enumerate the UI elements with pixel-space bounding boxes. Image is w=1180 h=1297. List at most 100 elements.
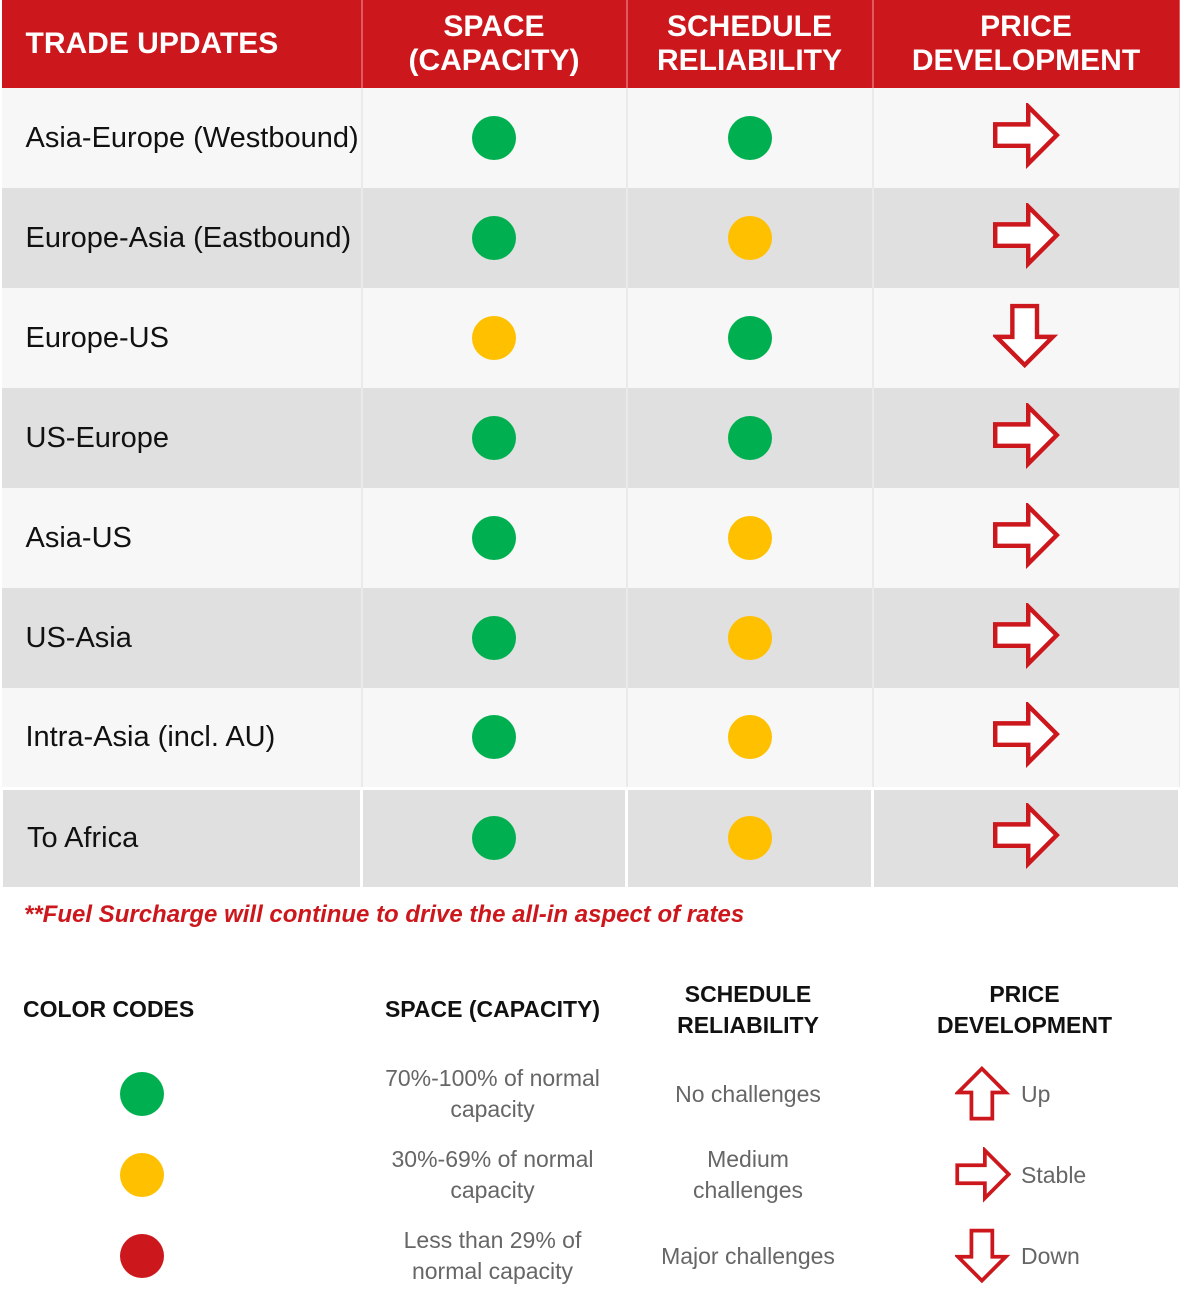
legend-dot-yellow <box>120 1153 164 1197</box>
space-cell <box>361 88 628 188</box>
schedule-status-dot <box>727 316 772 360</box>
schedule-cell <box>626 588 874 688</box>
schedule-status-dot <box>727 216 772 260</box>
schedule-cell <box>625 786 874 890</box>
space-cell <box>361 688 628 788</box>
legend-space-header-cell: SPACE (CAPACITY) <box>360 976 625 1044</box>
table-row: To Africa <box>0 786 1180 890</box>
table-row: Europe-US <box>1 288 1180 388</box>
schedule-status-dot <box>727 616 772 660</box>
legend-price-header: PRICE DEVELOPMENT <box>936 980 1113 1038</box>
legend-space-cell: 30%-69% of normal capacity <box>360 1135 625 1216</box>
legend-price-cell: Stable <box>871 1135 1178 1216</box>
space-cell <box>361 488 628 588</box>
arrow-stable-icon <box>993 500 1060 569</box>
trade-name: Europe-Asia (Eastbound) <box>1 188 363 288</box>
legend-space-text: Less than 29% of normal capacity <box>403 1227 582 1284</box>
legend-dot-cell <box>0 1216 360 1297</box>
schedule-status-dot <box>727 416 772 460</box>
header-price: PRICE DEVELOPMENT <box>872 0 1180 88</box>
arrow-stable-icon <box>993 100 1060 169</box>
table-row: Europe-Asia (Eastbound) <box>1 188 1180 288</box>
arrow-stable-icon <box>955 1147 1011 1203</box>
space-status-dot <box>472 616 516 660</box>
space-status-dot <box>472 715 516 760</box>
arrow-stable-icon <box>993 400 1060 469</box>
legend-title-cell: COLOR CODES <box>0 976 360 1044</box>
schedule-cell <box>626 488 874 588</box>
legend-price-cell: Down <box>871 1216 1178 1297</box>
legend-schedule-cell: Major challenges <box>625 1216 871 1297</box>
trade-name: Intra-Asia (incl. AU) <box>1 688 363 788</box>
legend-schedule-header-cell: SCHEDULE RELIABILITY <box>625 976 871 1044</box>
legend-price-text: Up <box>1021 1080 1051 1107</box>
price-cell <box>872 88 1180 188</box>
legend-price-text: Down <box>1021 1242 1080 1269</box>
legend-dot-red <box>120 1234 164 1278</box>
legend-title: COLOR CODES <box>23 996 195 1022</box>
legend-schedule-text: No challenges <box>675 1080 821 1107</box>
space-status-dot <box>472 816 516 860</box>
legend-schedule-text: Medium challenges <box>693 1146 803 1203</box>
space-status-dot <box>472 416 516 460</box>
header-space: SPACE (CAPACITY) <box>361 0 628 88</box>
price-cell <box>872 488 1180 588</box>
table-row: Asia-Europe (Westbound) <box>1 88 1180 188</box>
trade-name: Asia-Europe (Westbound) <box>1 88 363 188</box>
legend-schedule-cell: No challenges <box>625 1054 871 1135</box>
legend-dot-cell <box>0 1054 360 1135</box>
header-trade: TRADE UPDATES <box>1 0 363 88</box>
legend-space-cell: 70%-100% of normal capacity <box>360 1054 625 1135</box>
space-status-dot <box>472 216 516 260</box>
schedule-cell <box>626 688 874 788</box>
trade-updates-table: TRADE UPDATES SPACE (CAPACITY) SCHEDULE … <box>0 0 1180 890</box>
legend-space-text: 30%-69% of normal capacity <box>391 1146 594 1203</box>
header-schedule: SCHEDULE RELIABILITY <box>626 0 874 88</box>
price-cell <box>872 288 1180 388</box>
arrow-down-icon <box>991 303 1059 368</box>
schedule-cell <box>626 388 874 488</box>
table-body: Asia-Europe (Westbound) Europe-Asia (Eas… <box>0 88 1180 890</box>
space-cell <box>361 288 628 388</box>
legend-price-header-cell: PRICE DEVELOPMENT <box>871 976 1178 1044</box>
price-cell <box>872 388 1180 488</box>
legend-schedule-header: SCHEDULE RELIABILITY <box>677 980 819 1038</box>
legend-space-text: 70%-100% of normal capacity <box>385 1065 600 1122</box>
price-cell <box>872 588 1180 688</box>
schedule-status-dot <box>727 816 772 860</box>
schedule-cell <box>626 288 874 388</box>
space-status-dot <box>472 116 516 160</box>
schedule-cell <box>626 188 874 288</box>
arrow-up-icon <box>955 1066 1011 1121</box>
legend-price-cell: Up <box>871 1054 1178 1135</box>
space-cell <box>361 388 628 488</box>
table-row: Intra-Asia (incl. AU) <box>1 688 1180 788</box>
space-status-dot <box>472 316 516 360</box>
arrow-down-icon <box>955 1228 1011 1284</box>
trade-name: Europe-US <box>1 288 363 388</box>
legend-dot-cell <box>0 1135 360 1216</box>
arrow-stable-icon <box>993 200 1060 269</box>
price-cell <box>872 188 1180 288</box>
footnote: **Fuel Surcharge will continue to drive … <box>24 900 745 928</box>
schedule-cell <box>626 88 874 188</box>
schedule-status-dot <box>727 516 772 560</box>
legend-schedule-text: Major challenges <box>661 1242 835 1269</box>
space-cell <box>360 786 628 890</box>
schedule-status-dot <box>727 116 772 160</box>
space-status-dot <box>472 516 516 560</box>
price-cell <box>872 688 1180 788</box>
arrow-stable-icon <box>993 800 1060 869</box>
price-cell <box>871 786 1180 890</box>
table-row: Asia-US <box>1 488 1180 588</box>
trade-name: US-Europe <box>1 388 363 488</box>
space-cell <box>361 588 628 688</box>
legend-space-cell: Less than 29% of normal capacity <box>360 1216 625 1297</box>
arrow-stable-icon <box>993 699 1060 768</box>
trade-name: To Africa <box>0 786 363 890</box>
trade-name: Asia-US <box>1 488 363 588</box>
legend-dot-green <box>120 1072 164 1116</box>
legend-space-header: SPACE (CAPACITY) <box>384 996 601 1022</box>
space-cell <box>361 188 628 288</box>
arrow-stable-icon <box>993 600 1060 669</box>
